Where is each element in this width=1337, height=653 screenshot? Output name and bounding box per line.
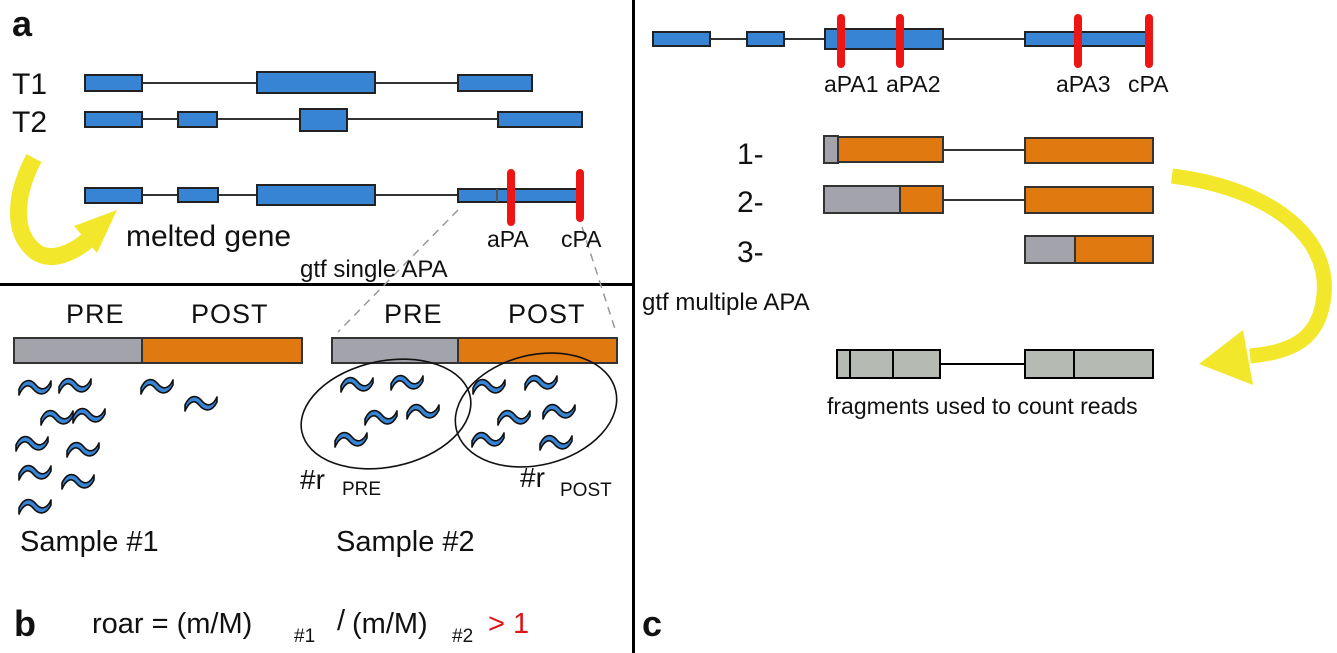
post-region xyxy=(457,337,618,364)
exon xyxy=(299,108,348,132)
panel-a-transcript-t2 xyxy=(84,108,583,132)
melted-gene-label: melted gene xyxy=(126,220,292,253)
exon xyxy=(177,187,219,203)
fragments-arrow xyxy=(1171,168,1332,385)
post-segment xyxy=(1024,186,1154,214)
cpa-label: cPA xyxy=(561,226,602,252)
row1-label: 1- xyxy=(737,138,764,171)
exon xyxy=(256,71,376,94)
exon xyxy=(84,111,143,128)
sample1-reads xyxy=(15,377,218,515)
panel-c-gene-model xyxy=(652,14,1153,68)
zoom-guide-left xyxy=(337,209,459,333)
apa3-label: aPA3 xyxy=(1056,71,1111,97)
zoom-guide-right xyxy=(581,226,617,333)
reads-pre-count-sub: PRE xyxy=(342,479,382,500)
transcript-t1-label: T1 xyxy=(12,68,48,101)
exon xyxy=(256,184,376,206)
apa2-label: aPA2 xyxy=(886,71,941,97)
sample2-reads-pre xyxy=(334,374,440,448)
row2-label: 2- xyxy=(737,186,764,219)
sample2-pre-post-bar xyxy=(331,337,618,364)
apa-fragment-row-1 xyxy=(823,135,1154,164)
melt-arrow xyxy=(10,154,117,265)
pre-segment xyxy=(823,135,839,164)
exon xyxy=(824,28,944,50)
exon xyxy=(746,31,785,47)
exon xyxy=(497,111,583,128)
fragments-caption: fragments used to count reads xyxy=(827,393,1138,419)
formula-sub1: #1 xyxy=(294,626,316,647)
row3-label: 3- xyxy=(737,236,764,269)
fragment-box xyxy=(836,349,941,379)
exon xyxy=(84,187,143,204)
exon xyxy=(84,74,143,92)
gtf-single-apa-label: gtf single APA xyxy=(300,256,448,283)
sample1-pre-post-bar xyxy=(13,337,303,364)
gtf-multiple-apa-label: gtf multiple APA xyxy=(642,289,810,316)
exon xyxy=(457,188,581,203)
panel-a-melted-gene-model xyxy=(84,169,584,226)
sample2-name: Sample #2 xyxy=(336,526,475,558)
panel-a-transcript-t1 xyxy=(84,71,533,94)
reads-post-count-sub: POST xyxy=(560,480,612,501)
panel-b-label: b xyxy=(14,603,36,644)
post-reads-ellipse xyxy=(454,352,618,468)
formula-comparison: > 1 xyxy=(488,608,530,640)
apa1-label: aPA1 xyxy=(824,71,879,97)
reads-post-count-label: #r xyxy=(520,462,545,493)
sample1-post-label: POST xyxy=(191,299,269,329)
cpa-label-c: cPA xyxy=(1128,71,1169,97)
exon xyxy=(177,111,218,128)
sample2-reads-post xyxy=(471,374,576,451)
fragment-box xyxy=(1024,349,1154,379)
post-segment xyxy=(899,185,944,214)
formula-lhs: roar = (m/M) xyxy=(92,608,253,640)
post-segment xyxy=(1074,235,1154,264)
exon xyxy=(652,31,711,47)
exon xyxy=(1024,31,1153,47)
post-segment xyxy=(837,136,944,163)
apa-label: aPA xyxy=(487,226,529,252)
post-segment xyxy=(1024,137,1154,164)
exon xyxy=(457,74,533,92)
pre-segment xyxy=(1024,235,1076,264)
apa-fragment-row-2 xyxy=(823,185,1154,214)
sample2-pre-label: PRE xyxy=(384,299,443,329)
sample1-name: Sample #1 xyxy=(20,526,159,558)
transcript-t2-label: T2 xyxy=(12,106,48,139)
sample1-pre-label: PRE xyxy=(66,299,125,329)
post-region xyxy=(141,337,303,364)
formula-op: / xyxy=(337,605,346,637)
pre-region xyxy=(13,337,143,364)
sample2-post-label: POST xyxy=(508,299,586,329)
apa-fragment-row-3 xyxy=(1024,235,1154,264)
panel-a-label: a xyxy=(12,3,33,44)
pre-reads-ellipse xyxy=(300,358,472,470)
pre-segment xyxy=(823,185,901,214)
formula-rhs: (m/M) xyxy=(352,608,428,640)
formula-sub2: #2 xyxy=(452,626,474,647)
reads-pre-count-label: #r xyxy=(300,464,325,495)
panel-c-label: c xyxy=(642,603,663,644)
count-fragments-row xyxy=(836,349,1154,379)
